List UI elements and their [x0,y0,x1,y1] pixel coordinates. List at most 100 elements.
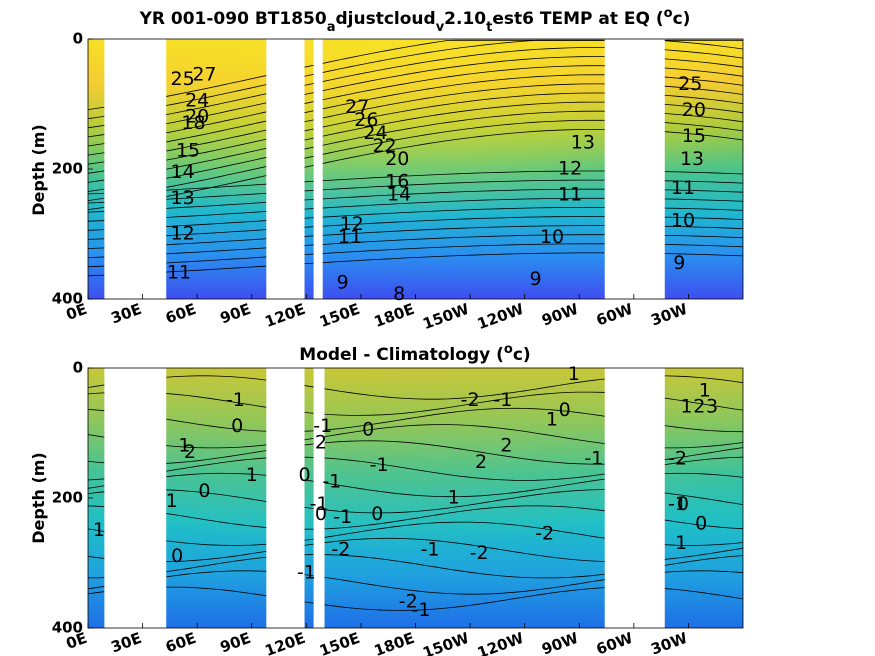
x-tick-label: 120E [262,629,307,656]
contour-label: 16 [385,171,409,193]
contour-label: 15 [176,139,200,161]
contour-label: 13 [571,132,595,154]
contour-label: 0 [315,503,327,525]
contour-label: 12 [340,213,364,235]
contour-label: 0 [198,480,210,502]
x-tick-label: 90W [539,629,581,656]
contour-label: 27 [345,96,369,118]
contour-label: -1 [421,539,440,561]
contour-label: 0 [559,399,571,421]
contour-label: 11 [671,177,695,199]
contour-label: 11 [558,184,582,206]
contour-label: 13 [171,187,195,209]
x-tick-label: 90E [218,300,253,328]
contour-label: 24 [185,89,209,111]
contour-label: -2 [331,539,350,561]
contour-label: 2 [693,396,705,418]
contour-label: 1 [93,519,105,541]
x-tick-label: 120W [475,300,527,333]
contour-label: 10 [671,210,695,232]
land-mask [104,368,167,628]
x-tick-label: 30E [109,300,144,328]
x-tick-label: 60E [163,300,198,328]
x-tick-label: 60W [594,629,636,656]
contour-label: 26 [354,109,378,131]
x-tick-label: 90E [218,629,253,656]
contour-label: 15 [682,125,706,147]
contour-label: -1 [297,561,316,583]
y-tick-label: 0 [73,359,83,377]
contour-label: 1 [178,435,190,457]
contour-label: 11 [167,262,191,284]
x-tick-label: 120E [262,300,307,331]
y-tick-label: 400 [52,290,83,308]
x-tick-label: 150E [317,300,362,331]
contour-label: 0 [371,503,383,525]
x-tick-label: 0E [64,300,90,324]
x-tick-label: 30W [648,300,690,330]
contour-label: 13 [680,148,704,170]
contour-label: 9 [673,252,685,274]
contour-label: 20 [385,148,409,170]
contour-label: 27 [192,63,216,85]
contour-label: 0 [362,418,374,440]
top-panel: YR 001-090 BT1850adjustcloudv2.10test6 T… [29,6,744,333]
y-tick-label: 200 [52,489,83,507]
land-mask [266,39,305,299]
land-mask [313,39,323,299]
contour-label: -1 [310,493,329,515]
contour-label: 10 [540,226,564,248]
contour-label: -2 [535,522,554,544]
contour-label: 12 [171,223,195,245]
contour-label: 14 [387,184,411,206]
contour-label: 1 [568,363,580,385]
contour-label: 2 [315,431,327,453]
contour-label: 3 [706,396,718,418]
contour-label: -1 [584,448,603,470]
contour-label: -1 [411,599,430,621]
contour-label: 1 [699,379,711,401]
contour-label: -1 [226,389,245,411]
contour-label: -1 [322,470,341,492]
contour-label: 1 [246,464,258,486]
contour-label: 0 [171,545,183,567]
contour-label: 14 [171,161,195,183]
contour-label: 20 [682,99,706,121]
x-tick-label: 60E [163,629,198,656]
y-tick-label: 200 [52,160,83,178]
bottom-panel: Model - Climatology (oc) Depth (m) -1011… [29,342,744,656]
y-tick-label: 0 [73,30,83,48]
top-plot-area: 2725242018151413121127262422201614121198… [52,30,744,333]
top-panel-title: YR 001-090 BT1850adjustcloudv2.10test6 T… [139,6,691,35]
top-y-axis-label: Depth (m) [29,124,48,216]
contour-label: 25 [171,68,195,90]
contour-label: 20 [185,106,209,128]
contour-label: 24 [363,122,387,144]
x-tick-label: 150W [420,629,472,656]
bottom-y-axis-label: Depth (m) [29,452,48,544]
contour-label: 1 [448,487,460,509]
x-tick-label: 0E [64,629,90,653]
contour-label: 0 [298,464,310,486]
x-tick-label: 180E [372,629,417,656]
contour-label: 8 [393,283,405,305]
contour-label: 0 [677,493,689,515]
contour-label: 0 [695,513,707,535]
contour-label: 12 [558,158,582,180]
contour-label: -1 [668,493,687,515]
x-tick-label: 90W [539,300,581,330]
contour-label: 11 [338,226,362,248]
contour-label: 1 [681,396,693,418]
y-tick-label: 400 [52,619,83,637]
contour-label: -2 [461,389,480,411]
land-mask [104,39,167,299]
x-tick-label: 30W [648,629,690,656]
contour-label: 2 [475,451,487,473]
contour-label: -1 [333,506,352,528]
contour-label: -1 [493,389,512,411]
contour-label: -2 [470,542,489,564]
land-mask [266,368,305,628]
contour-label: -1 [370,454,389,476]
contour-label: 9 [337,271,349,293]
